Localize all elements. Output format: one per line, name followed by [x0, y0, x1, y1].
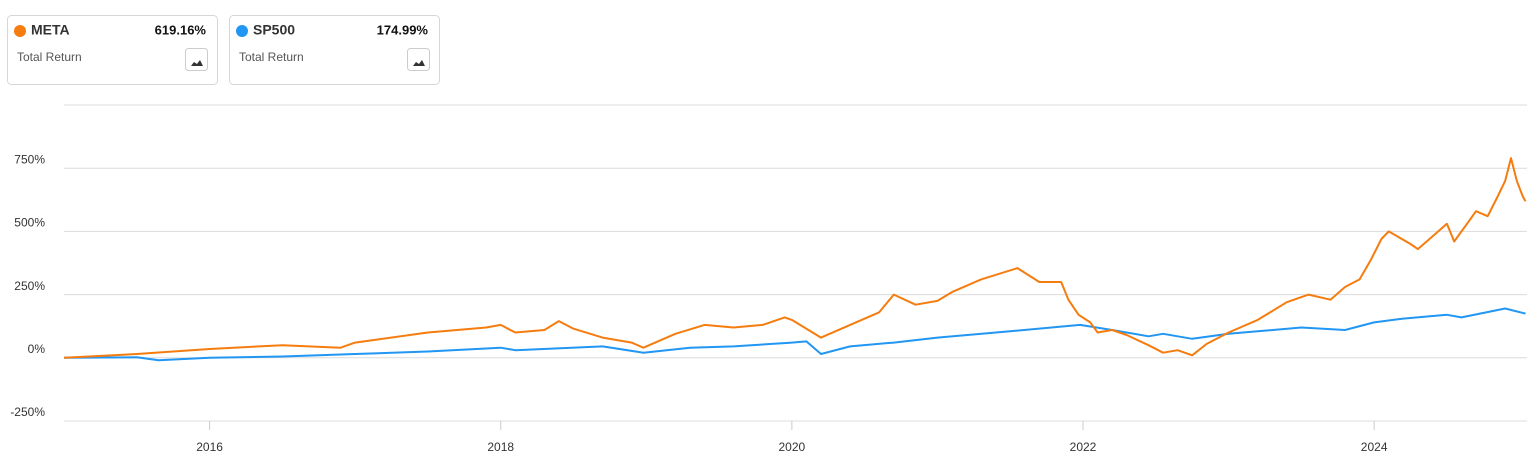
y-tick-label: 750%: [14, 152, 45, 166]
legend-name: SP500: [253, 22, 295, 38]
legend-name: META: [31, 22, 70, 38]
legend-card: SP500 174.99% Total Return: [229, 15, 440, 85]
y-tick-label: 250%: [14, 279, 45, 293]
x-tick-label: 2020: [779, 440, 806, 454]
button-icon: [191, 60, 203, 66]
x-tick-label: 2018: [487, 440, 514, 454]
x-tick-label: 2016: [196, 440, 223, 454]
button-icon: [413, 60, 425, 66]
total-return-value: 619.16%: [155, 22, 207, 37]
legend-dot: [14, 25, 26, 37]
y-tick-label: -250%: [10, 405, 45, 419]
caption: Total Return: [17, 50, 82, 64]
chart-toggle-button[interactable]: [407, 48, 430, 71]
y-tick-label: 0%: [28, 342, 46, 356]
legend-dot: [236, 25, 248, 37]
total-return-value: 174.99%: [377, 22, 429, 37]
chart-toggle-button[interactable]: [185, 48, 208, 71]
card-box: [7, 15, 218, 85]
button-box: [185, 48, 208, 71]
y-tick-label: 500%: [14, 216, 45, 230]
button-box: [407, 48, 430, 71]
legend-card: META 619.16% Total Return: [7, 15, 218, 85]
series-line: [63, 307, 1526, 362]
caption: Total Return: [239, 50, 304, 64]
card-box: [229, 15, 440, 85]
x-tick-label: 2022: [1070, 440, 1097, 454]
series-line: [63, 157, 1527, 359]
x-tick-label: 2024: [1361, 440, 1388, 454]
